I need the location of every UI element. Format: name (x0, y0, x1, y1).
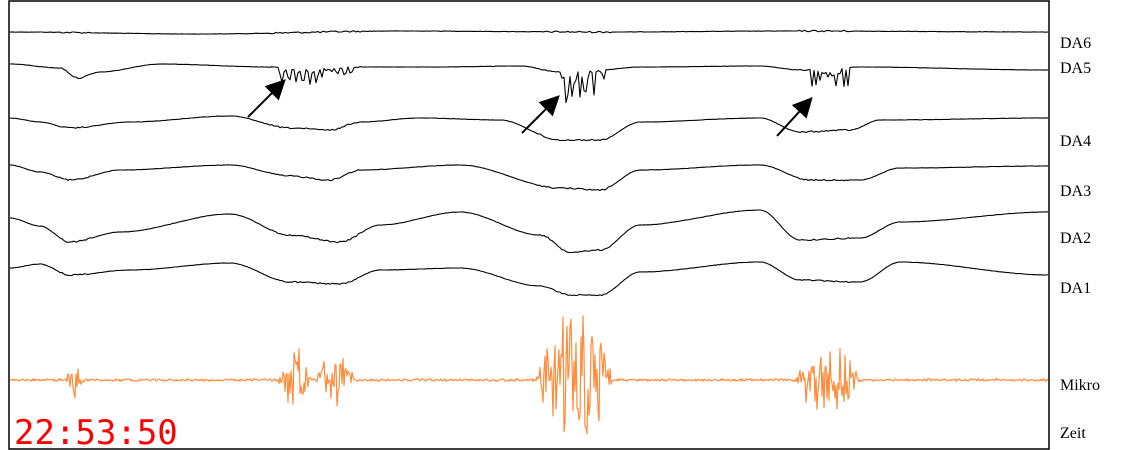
traces-layer (9, 29, 1049, 297)
trace-da3 (9, 164, 1048, 192)
timestamp-readout: 22:53:50 (14, 413, 178, 450)
burst-arrow-3 (776, 97, 813, 137)
channel-label-da4: DA4 (1060, 133, 1091, 150)
channel-label-mikro: Mikro (1060, 377, 1100, 394)
trace-da6 (9, 29, 1049, 35)
channel-label-da5: DA5 (1060, 60, 1091, 77)
channel-label-da2: DA2 (1060, 230, 1091, 247)
channel-label-zeit: Zeit (1060, 425, 1086, 442)
arrows-layer (247, 79, 813, 137)
channel-label-da6: DA6 (1060, 35, 1091, 52)
trace-da4 (9, 115, 1049, 142)
channel-label-da3: DA3 (1060, 183, 1091, 200)
channel-label-da1: DA1 (1060, 280, 1091, 297)
trace-da1 (9, 261, 1049, 297)
trace-da2 (9, 209, 1049, 254)
burst-arrow-2 (521, 95, 560, 134)
trace-mikro (9, 315, 1049, 435)
microphone-layer (9, 315, 1049, 435)
plot-border (8, 0, 1050, 450)
burst-arrow-1 (247, 79, 286, 118)
trace-da5 (9, 63, 1049, 104)
